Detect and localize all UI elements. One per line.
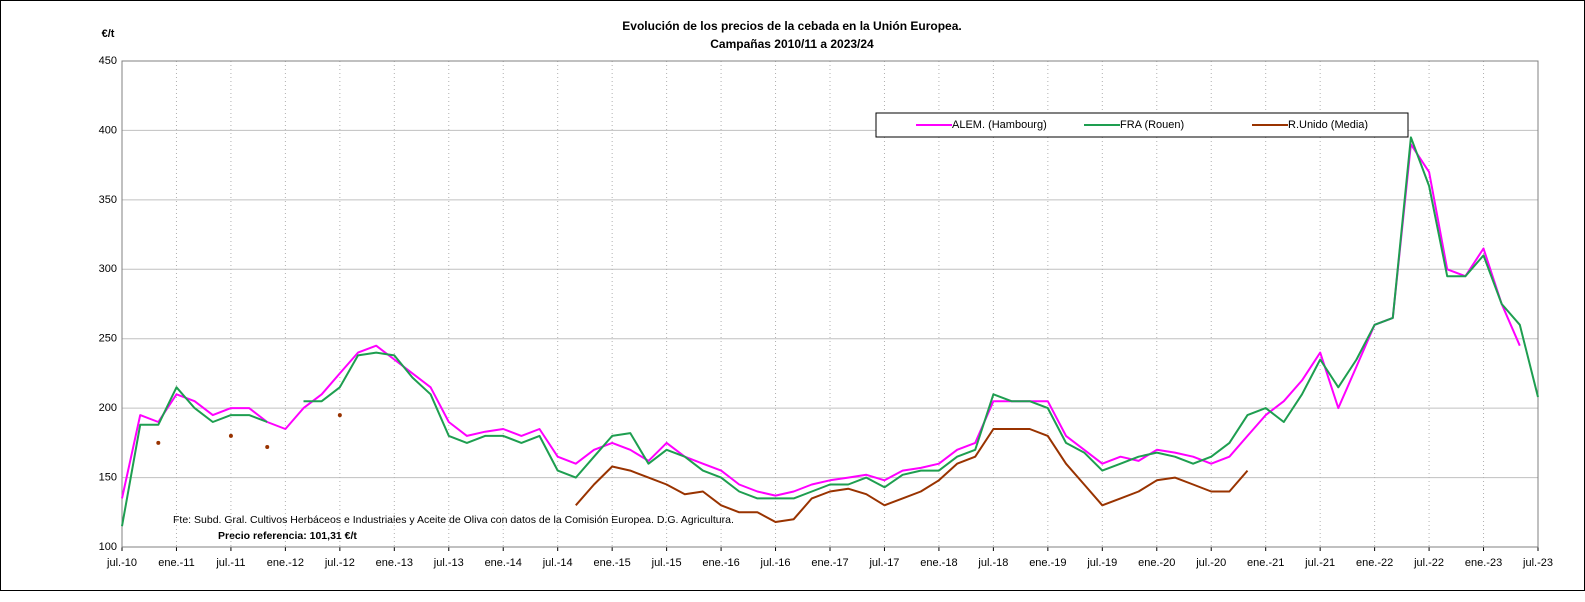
x-tick-label: ene.-23 (1465, 557, 1502, 569)
x-tick-label: jul.-12 (324, 557, 355, 569)
x-tick-label: ene.-20 (1138, 557, 1175, 569)
y-tick-label: 300 (99, 263, 117, 275)
legend-label: ALEM. (Hambourg) (952, 119, 1047, 131)
x-tick-label: jul.-17 (868, 557, 899, 569)
y-tick-label: 150 (99, 471, 117, 483)
x-tick-label: ene.-13 (376, 557, 413, 569)
x-tick-label: ene.-22 (1356, 557, 1393, 569)
y-tick-label: 400 (99, 124, 117, 136)
legend-label: FRA (Rouen) (1120, 119, 1184, 131)
y-tick-label: 450 (99, 55, 117, 67)
y-tick-label: 350 (99, 194, 117, 206)
x-tick-label: jul.-13 (433, 557, 464, 569)
x-tick-label: ene.-17 (811, 557, 848, 569)
series-point (337, 413, 342, 418)
x-tick-label: ene.-18 (920, 557, 957, 569)
series-point (265, 445, 270, 450)
y-tick-label: 250 (99, 333, 117, 345)
legend-box (875, 112, 1409, 138)
x-tick-label: jul.-22 (1413, 557, 1444, 569)
x-tick-label: jul.-21 (1304, 557, 1335, 569)
x-tick-label: ene.-15 (593, 557, 630, 569)
x-tick-label: ene.-21 (1247, 557, 1284, 569)
x-tick-label: jul.-10 (106, 557, 137, 569)
reference-price-note: Precio referencia: 101,31 €/t (218, 530, 357, 542)
x-tick-label: jul.-20 (1195, 557, 1226, 569)
x-tick-label: jul.-16 (760, 557, 791, 569)
x-tick-label: jul.-15 (651, 557, 682, 569)
x-tick-label: jul.-19 (1086, 557, 1117, 569)
x-tick-label: ene.-12 (267, 557, 304, 569)
series-line (121, 386, 268, 527)
series-point (228, 433, 233, 438)
x-tick-label: jul.-23 (1522, 557, 1553, 569)
chart-title: Evolución de los precios de la cebada en… (622, 19, 961, 33)
x-tick-label: ene.-14 (485, 557, 522, 569)
y-tick-label: 200 (99, 402, 117, 414)
legend-label: R.Unido (Media) (1288, 119, 1368, 131)
x-tick-label: ene.-16 (702, 557, 739, 569)
chart-subtitle: Campañas 2010/11 a 2023/24 (710, 37, 874, 51)
x-tick-label: ene.-11 (158, 557, 195, 569)
y-tick-label: 100 (99, 541, 117, 553)
series-line (575, 428, 1249, 523)
plot-frame (121, 60, 1539, 548)
x-tick-label: jul.-14 (542, 557, 573, 569)
series-point (156, 440, 161, 445)
x-tick-label: ene.-19 (1029, 557, 1066, 569)
x-tick-label: jul.-18 (977, 557, 1008, 569)
series-line (121, 143, 1521, 499)
source-note: Fte: Subd. Gral. Cultivos Herbáceos e In… (173, 514, 734, 526)
series-line (303, 136, 1539, 500)
x-tick-label: jul.-11 (215, 557, 245, 569)
y-axis-label: €/t (102, 28, 115, 40)
